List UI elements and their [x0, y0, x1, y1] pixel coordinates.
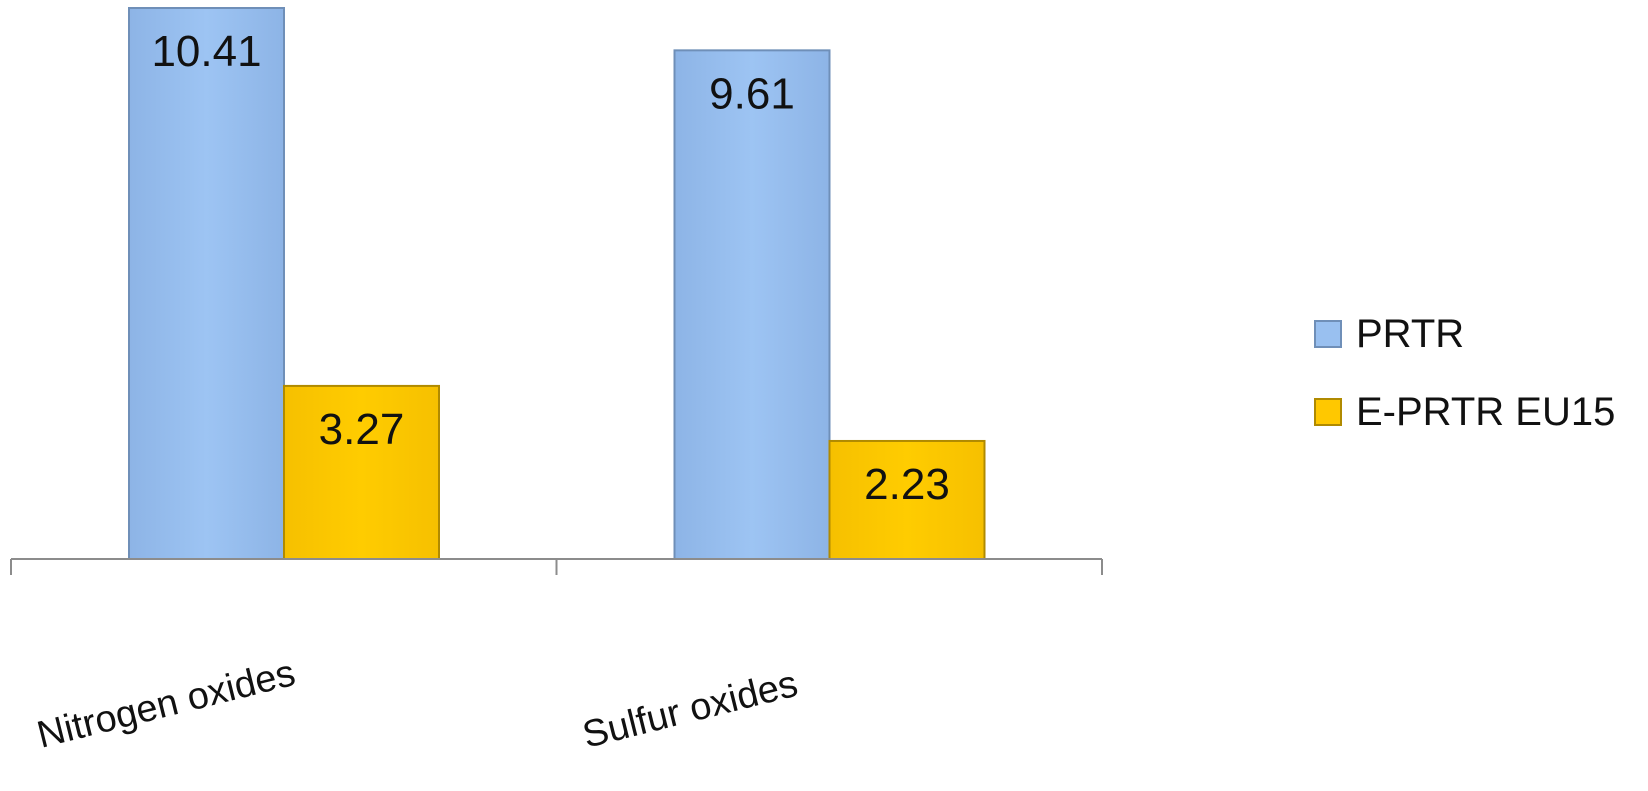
legend: PRTR E-PRTR EU15	[1314, 312, 1615, 468]
legend-item-eprtr-eu15: E-PRTR EU15	[1314, 390, 1615, 434]
bar-e-prtr-eu15-sulfur-oxides	[828, 439, 986, 560]
category-label-sulfur-oxides: Sulfur oxides	[579, 663, 802, 757]
category-labels-group: Nitrogen oxides Sulfur oxides	[33, 652, 802, 757]
value-label-e-prtr-eu15-nitrogen-oxides: 3.27	[319, 405, 405, 454]
legend-swatch-eprtr-eu15	[1314, 398, 1342, 426]
legend-label-prtr: PRTR	[1356, 311, 1465, 356]
category-label-nitrogen-oxides: Nitrogen oxides	[33, 652, 299, 757]
value-label-prtr-sulfur-oxides: 9.61	[709, 69, 795, 118]
bars-group	[128, 7, 986, 560]
value-label-e-prtr-eu15-sulfur-oxides: 2.23	[864, 460, 950, 509]
value-labels-group: 10.41 3.27 9.61 2.23	[151, 27, 949, 509]
legend-label-eprtr-eu15: E-PRTR EU15	[1356, 389, 1616, 434]
x-axis	[10, 558, 1103, 575]
bar-e-prtr-eu15-nitrogen-oxides	[283, 384, 440, 560]
legend-swatch-prtr	[1314, 320, 1342, 348]
bar-prtr-nitrogen-oxides	[128, 7, 285, 560]
value-label-prtr-nitrogen-oxides: 10.41	[151, 27, 261, 76]
bar-prtr-sulfur-oxides	[673, 49, 831, 560]
legend-item-prtr: PRTR	[1314, 312, 1615, 356]
